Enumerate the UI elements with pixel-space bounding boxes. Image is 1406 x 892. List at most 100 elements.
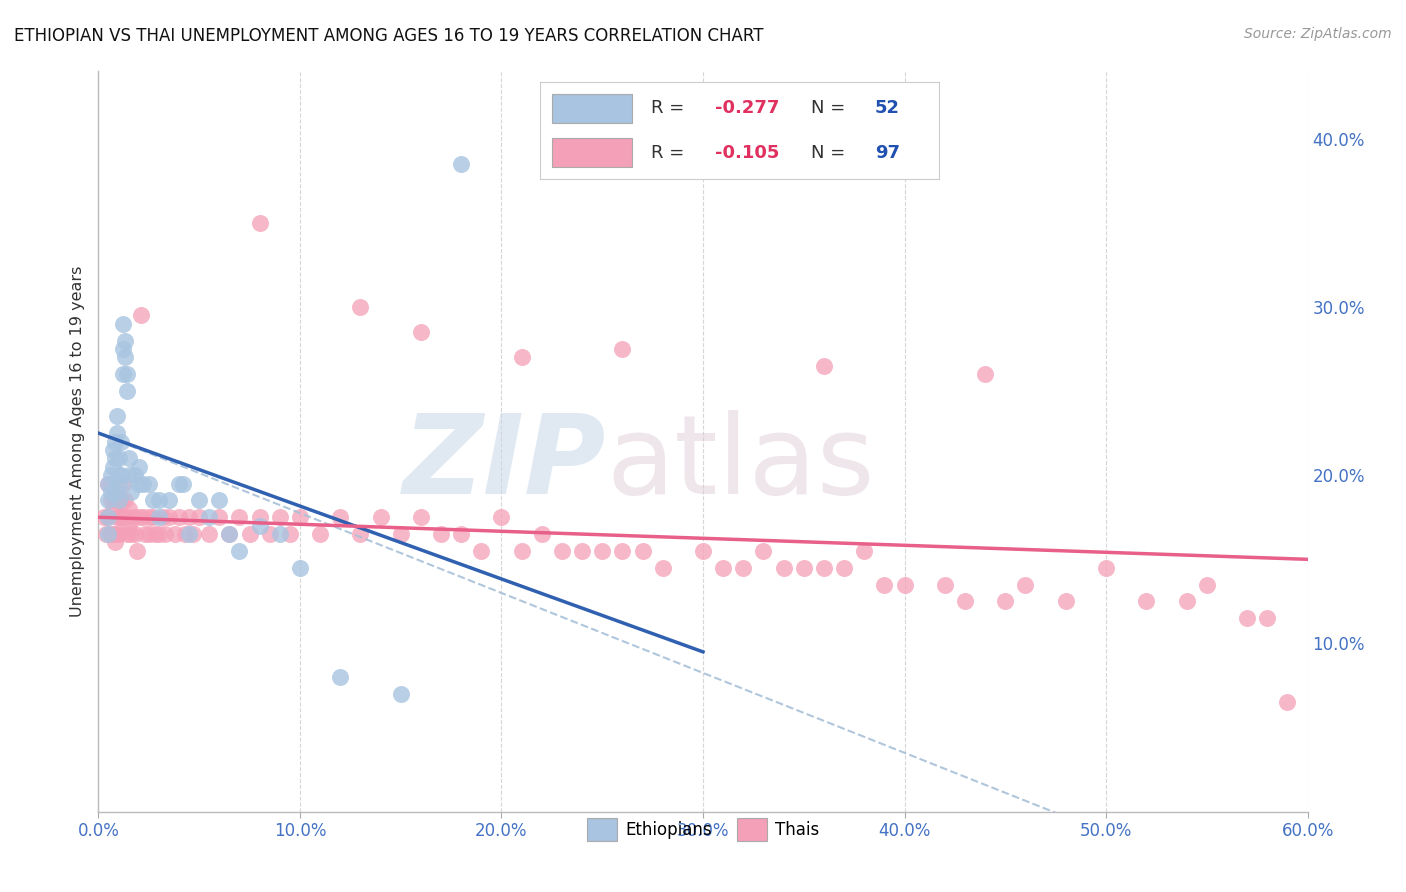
Point — [612, 342, 634, 356]
Point — [105, 527, 128, 541]
Point — [651, 560, 673, 574]
Point — [711, 560, 734, 574]
Point — [430, 527, 453, 541]
Point — [228, 544, 250, 558]
Point — [111, 476, 134, 491]
Point — [510, 351, 533, 365]
Point — [974, 368, 997, 382]
Point — [772, 560, 794, 574]
Point — [142, 510, 165, 524]
Point — [188, 510, 211, 524]
Point — [692, 544, 714, 558]
Text: Source: ZipAtlas.com: Source: ZipAtlas.com — [1244, 27, 1392, 41]
Point — [1236, 611, 1258, 625]
Text: atlas: atlas — [606, 410, 875, 517]
Point — [97, 510, 120, 524]
Point — [198, 527, 221, 541]
Point — [103, 434, 125, 449]
Point — [115, 384, 138, 398]
Point — [142, 493, 165, 508]
Point — [118, 501, 141, 516]
Point — [107, 510, 129, 524]
Point — [107, 527, 129, 541]
Point — [100, 468, 122, 483]
Point — [120, 527, 142, 541]
Point — [793, 560, 815, 574]
Point — [101, 501, 124, 516]
Point — [733, 560, 755, 574]
Point — [218, 527, 240, 541]
Point — [832, 560, 855, 574]
Point — [288, 510, 311, 524]
Point — [1175, 594, 1198, 608]
Point — [132, 510, 155, 524]
Point — [163, 527, 186, 541]
Point — [349, 527, 371, 541]
Point — [125, 544, 148, 558]
Point — [129, 309, 152, 323]
Point — [259, 527, 281, 541]
Point — [288, 560, 311, 574]
Point — [873, 577, 896, 591]
Point — [110, 510, 132, 524]
Point — [208, 493, 231, 508]
Point — [157, 510, 180, 524]
Point — [138, 510, 160, 524]
Point — [120, 485, 142, 500]
Point — [107, 451, 129, 466]
Point — [97, 510, 120, 524]
Point — [329, 670, 352, 684]
Point — [409, 325, 432, 339]
Point — [389, 527, 412, 541]
Point — [118, 518, 141, 533]
Point — [157, 493, 180, 508]
Point — [218, 527, 240, 541]
Point — [853, 544, 876, 558]
Point — [105, 409, 128, 424]
Point — [103, 451, 125, 466]
Point — [349, 300, 371, 314]
Point — [269, 527, 291, 541]
Point — [249, 216, 271, 230]
Text: ZIP: ZIP — [402, 410, 606, 517]
Point — [111, 368, 134, 382]
Point — [97, 476, 120, 491]
Point — [470, 544, 492, 558]
Point — [1256, 611, 1278, 625]
Point — [1014, 577, 1036, 591]
Point — [103, 535, 125, 549]
Point — [107, 476, 129, 491]
Point — [114, 493, 136, 508]
Point — [208, 510, 231, 524]
Point — [124, 468, 146, 483]
Point — [752, 544, 775, 558]
Point — [1095, 560, 1118, 574]
Point — [813, 359, 835, 373]
Point — [1277, 695, 1299, 709]
Point — [571, 544, 593, 558]
Point — [111, 317, 134, 331]
Point — [114, 351, 136, 365]
Point — [491, 510, 513, 524]
Point — [934, 577, 956, 591]
Point — [1135, 594, 1157, 608]
Point — [893, 577, 915, 591]
Point — [138, 527, 160, 541]
Text: ETHIOPIAN VS THAI UNEMPLOYMENT AMONG AGES 16 TO 19 YEARS CORRELATION CHART: ETHIOPIAN VS THAI UNEMPLOYMENT AMONG AGE… — [14, 27, 763, 45]
Point — [612, 544, 634, 558]
Point — [994, 594, 1017, 608]
Point — [128, 476, 150, 491]
Point — [110, 468, 132, 483]
Point — [103, 493, 125, 508]
Point — [329, 510, 352, 524]
Point — [134, 527, 156, 541]
Point — [1054, 594, 1077, 608]
Point — [115, 510, 138, 524]
Point — [100, 527, 122, 541]
Point — [181, 527, 204, 541]
Point — [96, 527, 118, 541]
Point — [124, 527, 146, 541]
Point — [110, 434, 132, 449]
Point — [631, 544, 654, 558]
Point — [97, 527, 120, 541]
